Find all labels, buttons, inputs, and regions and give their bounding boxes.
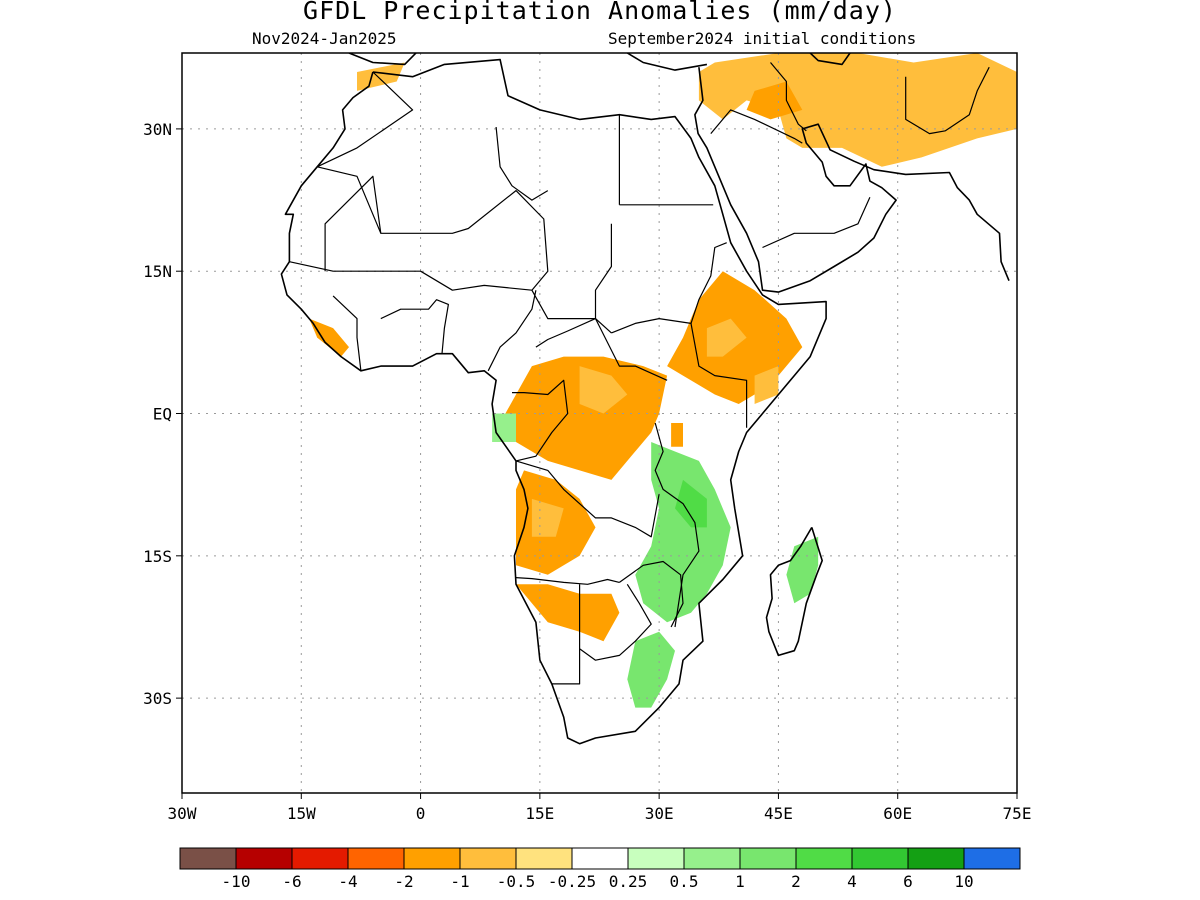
colorbar-label: -4: [338, 872, 357, 891]
axis-layer: 30W 15W 0 15E 30E 45E 60E 75E 30N 15N EQ 15S 30S: [143, 120, 1031, 823]
border-yemen-oman: [762, 196, 871, 249]
border-cameroon: [487, 290, 537, 372]
x-tick-label: 15W: [287, 804, 316, 823]
colorbar-label: 1: [735, 872, 745, 891]
border-angola-namibia: [515, 577, 620, 585]
wet-madagascar: [786, 536, 819, 604]
border-west-africa-1: [332, 295, 362, 371]
colorbar-label: 2: [791, 872, 801, 891]
x-tick-label: 45E: [764, 804, 793, 823]
wet-south-africa: [627, 631, 675, 708]
colorbar-swatch: [963, 847, 1021, 870]
x-tick-label: 75E: [1003, 804, 1032, 823]
x-tick-label: 60E: [883, 804, 912, 823]
x-tick-label: 15E: [525, 804, 554, 823]
colorbar-swatch: [571, 847, 629, 870]
x-tick-label: 0: [416, 804, 426, 823]
colorbar-swatch: [347, 847, 405, 870]
border-iraq-iran: [770, 62, 807, 132]
dry-namibia-botswana: [516, 584, 620, 642]
border-afghan-pak: [905, 66, 990, 135]
dry-middle-east: [698, 53, 1017, 167]
forecast-period: Nov2024-Jan2025: [252, 29, 397, 48]
colorbar-swatch: [403, 847, 461, 870]
arabia-coastline: [694, 67, 1010, 293]
dry-north-africa-coast: [357, 62, 405, 91]
border-saudi-borders: [710, 109, 803, 144]
y-tick-label: 30S: [143, 689, 172, 708]
border-layer: [289, 62, 990, 685]
dry-east-africa-core: [706, 318, 747, 357]
y-tick-label: EQ: [153, 405, 172, 424]
map-title: GFDL Precipitation Anomalies (mm/day): [303, 0, 897, 25]
border-chad-sudan: [594, 223, 613, 319]
dry-congo-central: [500, 356, 668, 480]
colorbar-label: -10: [222, 872, 251, 891]
border-east-borders: [690, 323, 748, 428]
colorbar-swatch: [291, 847, 349, 870]
colorbar: -10 -6 -4 -2 -1 -0.5 -0.25 0.25 0.5 1 2 4 6 10: [179, 847, 1021, 891]
colorbar-swatch: [683, 847, 741, 870]
dry-middle-east-core: [746, 81, 803, 120]
dry-west-africa-coast: [309, 318, 349, 357]
colorbar-swatch: [795, 847, 853, 870]
colorbar-swatch: [627, 847, 685, 870]
border-sahel-line-2: [316, 71, 549, 291]
colorbar-label: 10: [954, 872, 973, 891]
y-tick-label: 15N: [143, 262, 172, 281]
x-tick-label: 30W: [168, 804, 197, 823]
border-congo-gabon: [512, 379, 569, 462]
colorbar-label: 0.5: [670, 872, 699, 891]
colorbar-label: 6: [903, 872, 913, 891]
border-botswana: [578, 583, 652, 661]
graticule-layer: [182, 53, 1017, 793]
y-tick-label: 15S: [143, 547, 172, 566]
initial-conditions: September2024 initial conditions: [608, 29, 917, 48]
africa-coastline: [280, 58, 827, 745]
y-tick-label: 30N: [143, 120, 172, 139]
x-tick-label: 30E: [645, 804, 674, 823]
caspian-coast: [809, 53, 851, 66]
colorbar-label: -2: [394, 872, 413, 891]
coastline-layer: [280, 53, 1010, 745]
dry-angola-core: [531, 498, 564, 537]
colorbar-label: 0.25: [609, 872, 648, 891]
wet-east-africa: [635, 442, 731, 623]
colorbar-swatch: [459, 847, 517, 870]
colorbar-swatch: [907, 847, 965, 870]
border-algeria-libya: [495, 126, 549, 201]
border-sudan-south: [611, 242, 727, 334]
colorbar-label: 4: [847, 872, 857, 891]
colorbar-label: -1: [450, 872, 469, 891]
border-mali-mauritania: [324, 175, 382, 272]
colorbar-swatch: [739, 847, 797, 870]
colorbar-label: -0.5: [497, 872, 536, 891]
dry-lake-victoria: [671, 423, 683, 447]
colorbar-label: -6: [282, 872, 301, 891]
border-great-lakes: [654, 422, 700, 628]
turkey-coast: [626, 53, 708, 71]
map-frame: [181, 52, 1018, 794]
south-europe-coast: [348, 53, 418, 66]
colorbar-swatch: [515, 847, 573, 870]
border-west-africa-2: [380, 299, 449, 354]
colorbar-swatch: [851, 847, 909, 870]
border-mozambique-zimbabwe: [619, 560, 684, 628]
border-car-congo: [535, 318, 668, 381]
anomaly-fill-layer: [309, 53, 1017, 708]
madagascar-outline: [765, 526, 824, 657]
border-south-africa-north: [551, 648, 581, 685]
colorbar-swatch: [235, 847, 293, 870]
wet-tanzania-core: [675, 479, 707, 528]
colorbar-swatch: [179, 847, 237, 870]
colorbar-label: -0.25: [548, 872, 596, 891]
dry-somalia: [754, 366, 779, 404]
border-sahel-line-1: [289, 261, 612, 334]
border-drc-zambia: [515, 460, 660, 538]
dry-congo-inner: [579, 366, 628, 414]
